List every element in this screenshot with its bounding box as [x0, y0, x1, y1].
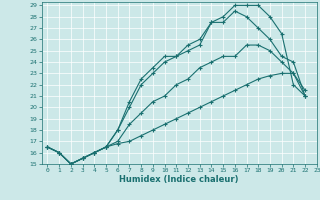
X-axis label: Humidex (Indice chaleur): Humidex (Indice chaleur): [119, 175, 239, 184]
